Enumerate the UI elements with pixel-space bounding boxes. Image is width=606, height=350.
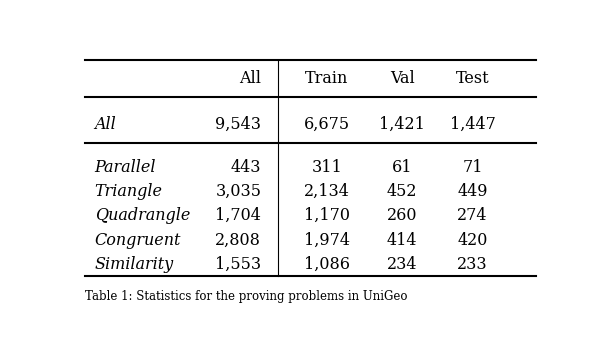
- Text: 1,553: 1,553: [215, 256, 261, 273]
- Text: 2,808: 2,808: [215, 232, 261, 248]
- Text: 260: 260: [387, 207, 418, 224]
- Text: Similarity: Similarity: [95, 256, 174, 273]
- Text: 449: 449: [458, 183, 488, 200]
- Text: 414: 414: [387, 232, 418, 248]
- Text: 1,086: 1,086: [304, 256, 350, 273]
- Text: 1,170: 1,170: [304, 207, 350, 224]
- Text: 9,543: 9,543: [215, 116, 261, 133]
- Text: Test: Test: [456, 70, 490, 87]
- Text: 1,447: 1,447: [450, 116, 496, 133]
- Text: Table 1: Statistics for the proving problems in UniGeo: Table 1: Statistics for the proving prob…: [85, 290, 408, 303]
- Text: 1,704: 1,704: [215, 207, 261, 224]
- Text: 274: 274: [458, 207, 488, 224]
- Text: All: All: [239, 70, 261, 87]
- Text: 6,675: 6,675: [304, 116, 350, 133]
- Text: 233: 233: [458, 256, 488, 273]
- Text: 71: 71: [462, 159, 483, 176]
- Text: Triangle: Triangle: [95, 183, 162, 200]
- Text: 1,974: 1,974: [304, 232, 350, 248]
- Text: 443: 443: [231, 159, 261, 176]
- Text: 61: 61: [392, 159, 413, 176]
- Text: 234: 234: [387, 256, 418, 273]
- Text: Congruent: Congruent: [95, 232, 181, 248]
- Text: 2,134: 2,134: [304, 183, 350, 200]
- Text: Quadrangle: Quadrangle: [95, 207, 190, 224]
- Text: 420: 420: [458, 232, 488, 248]
- Text: 3,035: 3,035: [215, 183, 261, 200]
- Text: 452: 452: [387, 183, 418, 200]
- Text: Val: Val: [390, 70, 415, 87]
- Text: 1,421: 1,421: [379, 116, 425, 133]
- Text: Train: Train: [305, 70, 348, 87]
- Text: All: All: [95, 116, 116, 133]
- Text: 311: 311: [311, 159, 342, 176]
- Text: Parallel: Parallel: [95, 159, 156, 176]
